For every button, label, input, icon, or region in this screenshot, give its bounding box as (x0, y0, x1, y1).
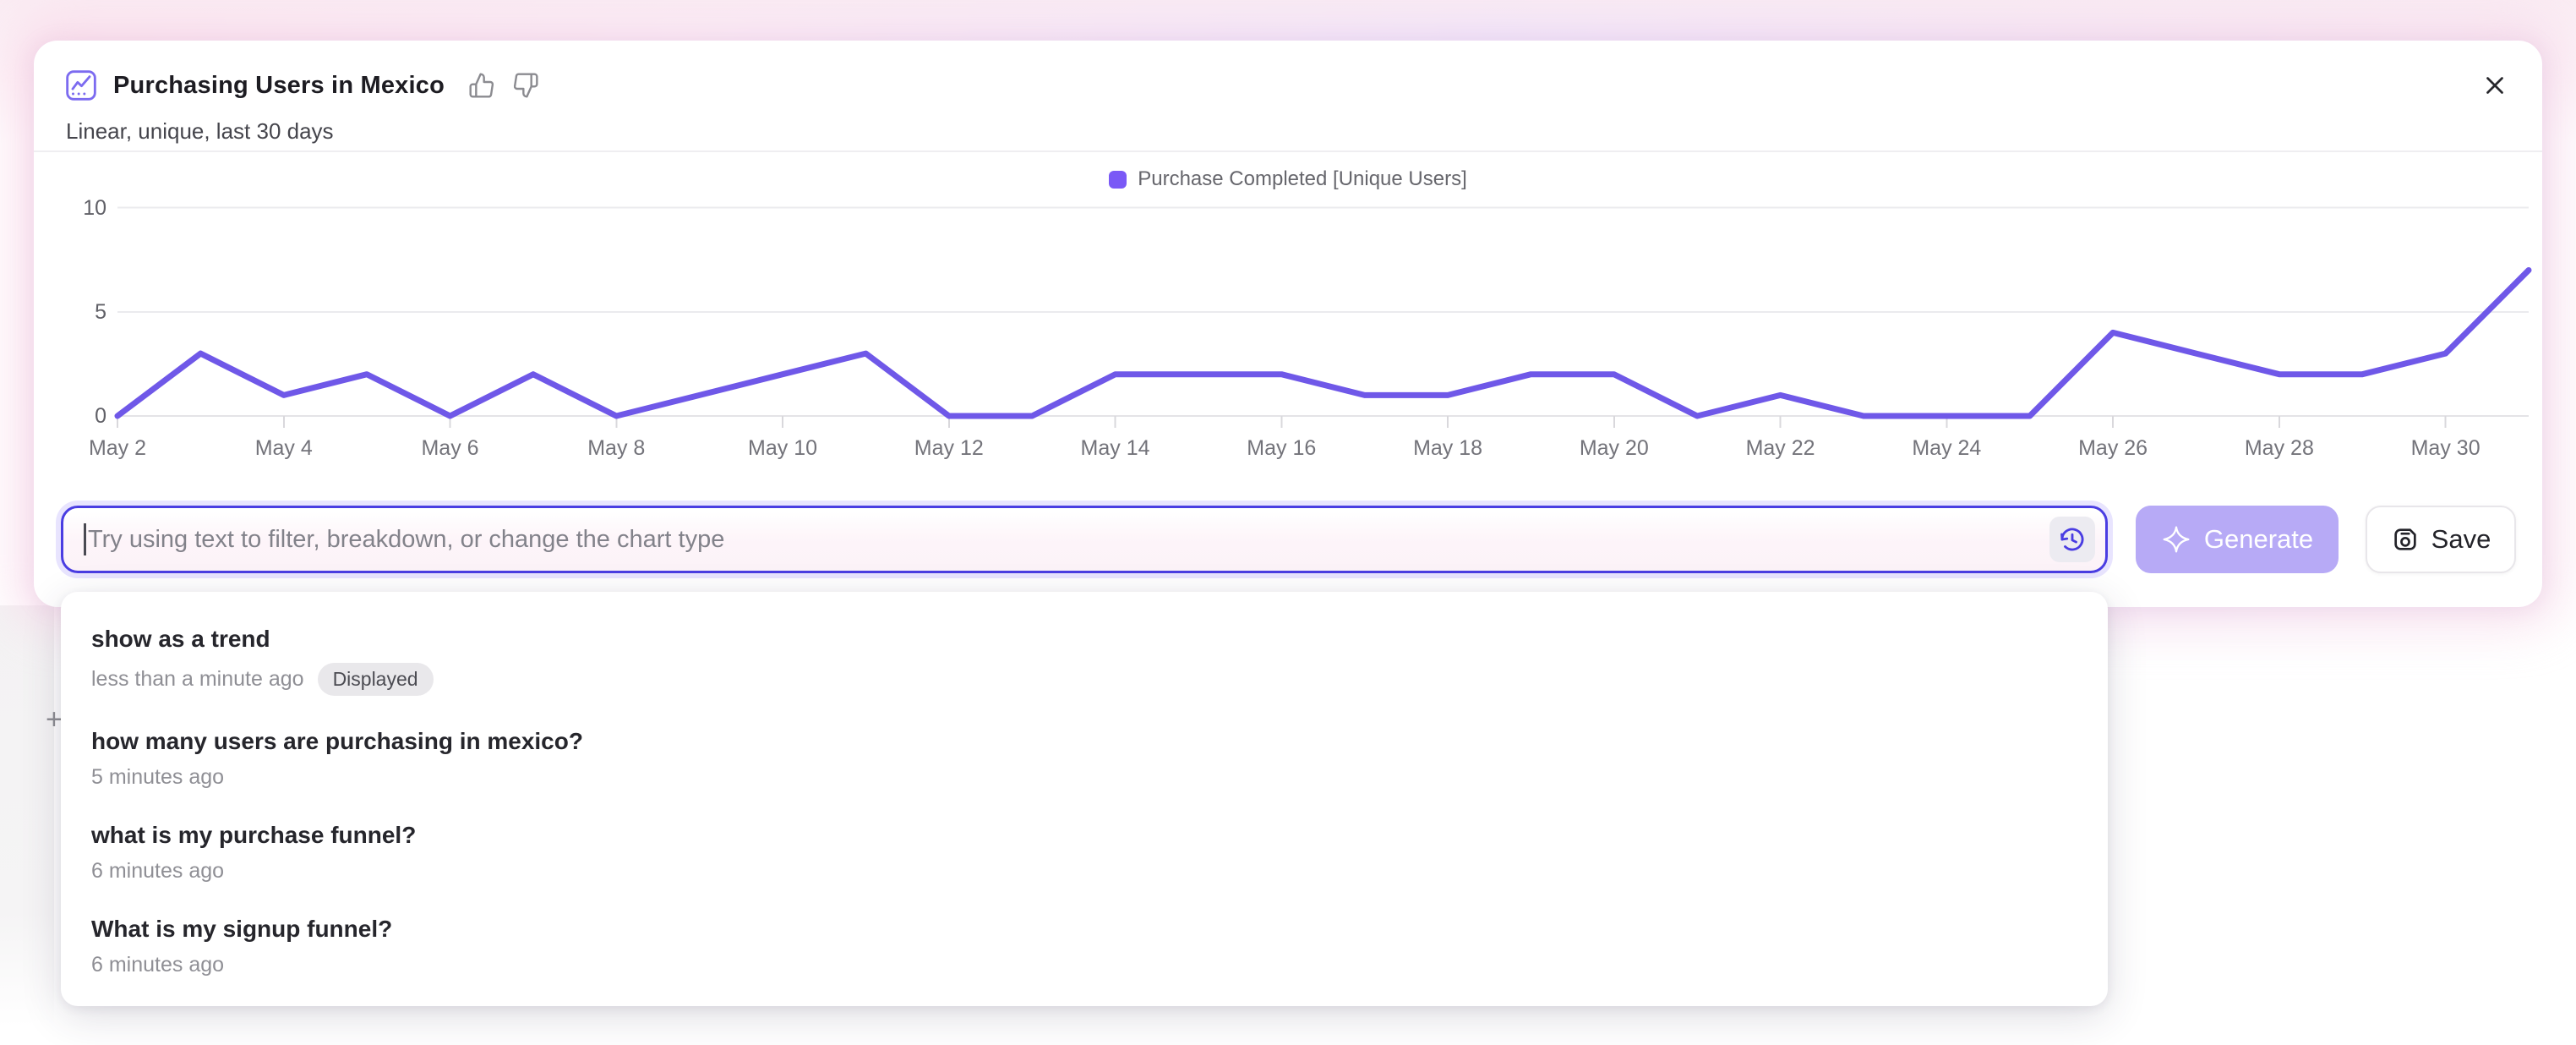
displayed-badge: Displayed (317, 663, 434, 696)
close-button[interactable] (2478, 68, 2512, 102)
x-axis-label: May 4 (254, 436, 313, 460)
generate-button[interactable]: Generate (2136, 506, 2339, 573)
y-axis-label: 10 (83, 195, 106, 220)
history-item[interactable]: show as a trend less than a minute ago D… (61, 609, 2108, 711)
legend-label: Purchase Completed [Unique Users] (1138, 167, 1467, 190)
x-axis-label: May 26 (2078, 436, 2148, 460)
history-item-query: show as a trend (91, 626, 270, 652)
history-item-time: less than a minute ago (91, 667, 304, 691)
x-axis-label: May 14 (1080, 436, 1150, 460)
thumbs-down-button[interactable] (510, 70, 541, 101)
chart-legend: Purchase Completed [Unique Users] (34, 167, 2542, 191)
thumbs-up-button[interactable] (467, 70, 497, 101)
sparkle-icon (2161, 524, 2191, 555)
x-axis-label: May 22 (1745, 436, 1815, 460)
history-item[interactable]: What is my signup funnel? 6 minutes ago (61, 899, 2108, 993)
save-icon (2391, 525, 2420, 554)
history-item-time: 6 minutes ago (91, 953, 225, 977)
x-axis-label: May 12 (914, 436, 984, 460)
generate-label: Generate (2203, 524, 2314, 554)
history-item-time: 5 minutes ago (91, 765, 225, 789)
history-item-time: 6 minutes ago (91, 859, 225, 883)
y-axis-label: 0 (95, 404, 106, 428)
background-left-strip (0, 605, 54, 1045)
history-item-query: what is my purchase funnel? (91, 822, 417, 848)
history-clock-icon (2060, 528, 2084, 551)
page-title: Purchasing Users in Mexico (113, 71, 445, 99)
x-axis-label: May 28 (2244, 436, 2314, 460)
thumbs-down-icon (513, 73, 538, 98)
ai-input-field[interactable] (86, 525, 2049, 554)
history-item-meta: 6 minutes ago (91, 859, 2077, 884)
history-item[interactable]: how many users are purchasing in mexico?… (61, 711, 2108, 805)
history-item-query: What is my signup funnel? (91, 916, 393, 942)
x-axis-label: May 16 (1247, 436, 1317, 460)
history-item-meta: 6 minutes ago (91, 953, 2077, 977)
x-axis-label: May 20 (1579, 436, 1649, 460)
legend-swatch (1109, 170, 1127, 189)
x-axis-label: May 8 (587, 436, 646, 460)
chart-canvas (114, 206, 2532, 428)
history-button[interactable] (2049, 517, 2095, 562)
history-item[interactable]: what is my purchase funnel? 6 minutes ag… (61, 805, 2108, 899)
x-axis-label: May 24 (1912, 436, 1982, 460)
history-item-meta: 5 minutes ago (91, 765, 2077, 790)
card-header: Purchasing Users in Mexico (64, 63, 2512, 108)
x-axis-label: May 6 (421, 436, 479, 460)
text-caret (84, 523, 86, 555)
save-label: Save (2431, 524, 2491, 554)
history-item-meta: less than a minute ago Displayed (91, 663, 2077, 696)
background-plus-glyph: + (46, 703, 63, 736)
history-dropdown: show as a trend less than a minute ago D… (61, 592, 2108, 1006)
save-button[interactable]: Save (2366, 506, 2516, 573)
close-icon (2486, 77, 2503, 94)
chart-subtitle: Linear, unique, last 30 days (66, 118, 334, 144)
ai-chart-card: 0 5 10 May 2 May 4 May 6 May 8 May 10 May 12 May … (34, 41, 2542, 607)
insights-chart-icon (64, 68, 98, 102)
history-item-query: how many users are purchasing in mexico? (91, 728, 583, 754)
x-axis-label: May 2 (88, 436, 147, 460)
ai-text-input[interactable] (61, 506, 2108, 573)
x-axis-label: May 18 (1413, 436, 1483, 460)
header-divider (34, 150, 2542, 152)
x-axis-label: May 10 (748, 436, 818, 460)
x-axis-label: May 30 (2410, 436, 2480, 460)
thumbs-up-icon (469, 73, 494, 98)
line-chart: 0 5 10 May 2 May 4 May 6 May 8 May 10 May 12 May … (34, 41, 2542, 497)
y-axis-label: 5 (95, 299, 106, 324)
